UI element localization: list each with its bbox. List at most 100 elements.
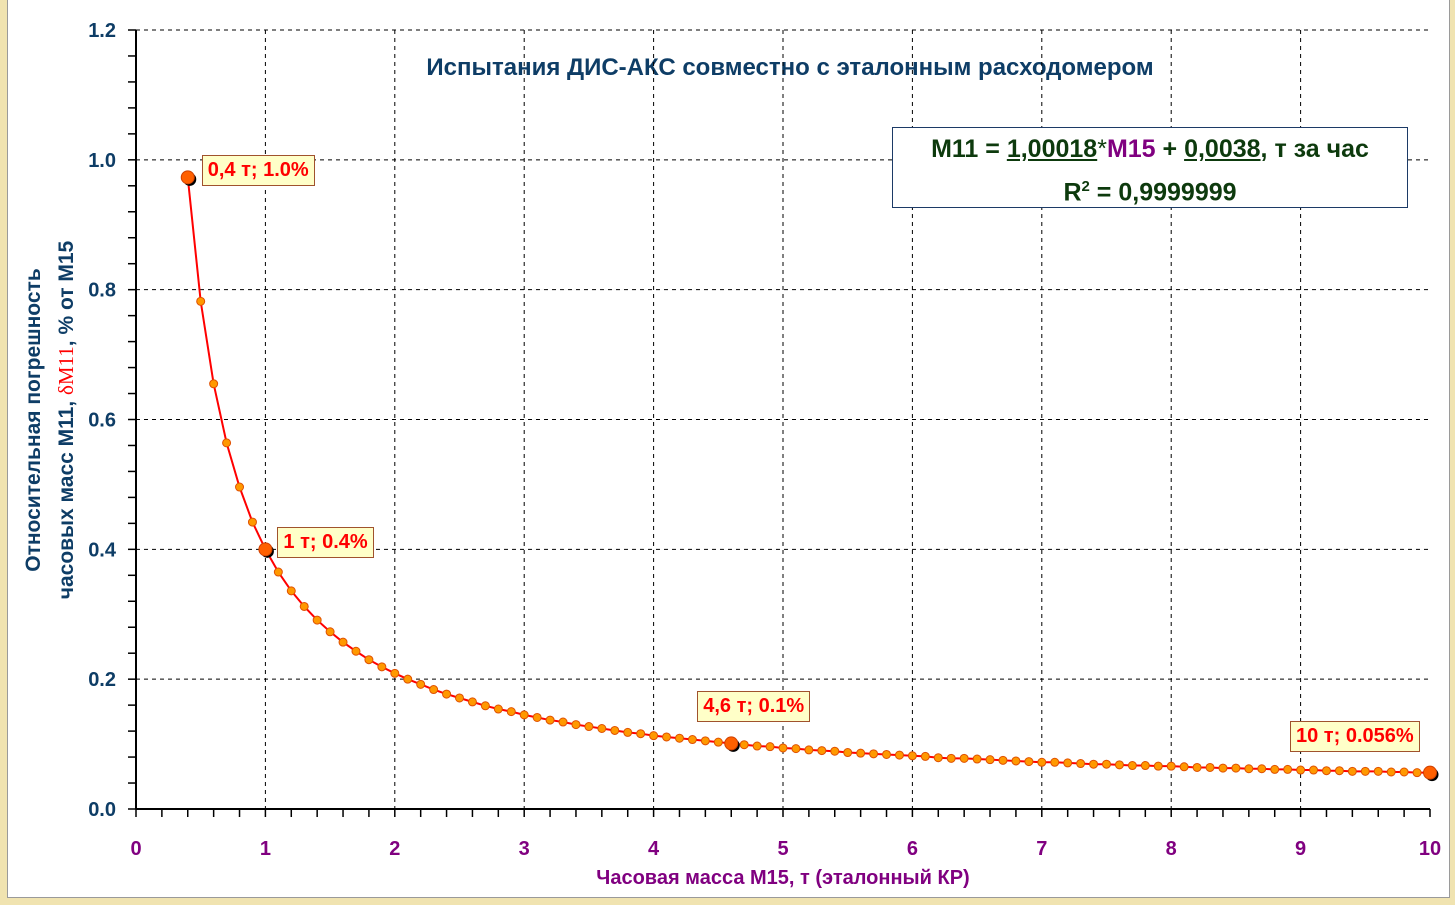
data-point	[882, 749, 892, 759]
data-point	[1334, 766, 1344, 776]
data-point	[946, 753, 956, 763]
data-point	[1024, 757, 1034, 767]
data-point	[1373, 766, 1383, 776]
data-point	[1218, 763, 1228, 773]
data-point	[739, 740, 749, 750]
data-point	[1153, 761, 1163, 771]
x-tick-label: 7	[1036, 838, 1047, 860]
point-annotation: 10 т; 0.056%	[1290, 720, 1420, 752]
data-point	[597, 724, 607, 734]
data-point	[1321, 766, 1331, 776]
data-point	[907, 751, 917, 761]
data-point	[856, 748, 866, 758]
data-point	[636, 729, 646, 739]
x-tick-label: 1	[260, 838, 271, 860]
data-point	[467, 697, 477, 707]
data-point	[196, 296, 206, 306]
data-point	[416, 679, 426, 689]
data-point	[778, 743, 788, 753]
data-point	[286, 586, 296, 596]
x-tick-label: 10	[1419, 838, 1441, 860]
data-point	[273, 567, 283, 577]
x-tick-label: 4	[648, 838, 660, 860]
data-point	[674, 733, 684, 743]
data-point	[713, 737, 723, 747]
y-axis-label: Относительная погрешность часовых масс М…	[22, 240, 78, 599]
data-point	[506, 707, 516, 717]
data-point	[623, 727, 633, 737]
data-point	[235, 482, 245, 492]
data-point	[1050, 757, 1060, 767]
data-point	[325, 627, 335, 637]
data-point	[351, 646, 361, 656]
y-tick-label: 1.2	[88, 20, 116, 42]
data-point	[1309, 765, 1319, 775]
data-point	[1102, 759, 1111, 769]
data-point	[894, 750, 904, 760]
x-tick-label: 3	[519, 838, 530, 860]
data-point	[1076, 759, 1086, 769]
data-point	[1270, 764, 1280, 774]
data-point	[752, 741, 762, 751]
y-tick-label: 0.0	[88, 799, 116, 821]
point-annotation: 4,6 т; 0.1%	[697, 691, 811, 723]
data-point	[1257, 764, 1267, 774]
data-point	[571, 720, 581, 730]
data-point	[791, 744, 801, 754]
data-point	[1347, 766, 1357, 776]
data-point	[1089, 759, 1099, 769]
data-point	[442, 689, 452, 699]
highlight-point	[724, 736, 739, 751]
data-point	[765, 742, 775, 752]
y-tick-label: 0.4	[88, 539, 117, 561]
point-annotation: 1 т; 0.4%	[277, 527, 374, 559]
y-axis-label-line1: Относительная погрешность	[22, 268, 45, 572]
data-point	[998, 755, 1008, 765]
r-squared-line: R2 = 0,9999999	[1063, 178, 1237, 207]
data-point	[532, 712, 542, 722]
data-point	[558, 717, 568, 727]
data-point	[933, 753, 943, 763]
y-tick-label: 0.2	[88, 669, 116, 691]
data-point	[1140, 761, 1150, 771]
y-tick-label: 0.8	[88, 280, 116, 302]
data-point	[985, 755, 995, 765]
data-point	[1063, 758, 1073, 768]
data-point	[972, 754, 982, 764]
data-point	[959, 753, 969, 763]
data-point	[312, 615, 322, 625]
data-point	[700, 736, 710, 746]
data-point	[364, 655, 374, 665]
data-point	[869, 749, 879, 759]
data-point	[455, 693, 464, 703]
data-point	[920, 751, 930, 761]
data-point	[209, 379, 219, 389]
data-point	[662, 732, 672, 742]
data-point	[1114, 760, 1124, 770]
data-point	[1283, 764, 1293, 774]
data-point	[480, 701, 490, 711]
x-tick-label: 9	[1295, 838, 1306, 860]
data-point	[1192, 762, 1202, 772]
data-point	[1011, 756, 1021, 766]
data-point	[1386, 767, 1396, 777]
data-point	[429, 685, 439, 695]
data-point	[299, 601, 309, 611]
x-tick-label: 6	[907, 838, 918, 860]
data-point	[804, 745, 814, 755]
x-tick-label: 2	[389, 838, 400, 860]
data-point	[519, 710, 529, 720]
data-point	[390, 668, 400, 678]
y-tick-label: 0.6	[88, 410, 116, 432]
data-point	[1127, 761, 1137, 771]
data-point	[1037, 757, 1047, 767]
x-axis-label: Часовая масса М15, т (эталонный КР)	[596, 867, 969, 889]
data-point	[247, 517, 257, 527]
y-tick-label: 1.0	[88, 150, 116, 172]
highlight-point	[258, 542, 273, 557]
x-tick-label: 8	[1166, 838, 1177, 860]
data-point	[830, 746, 840, 756]
data-point	[1166, 761, 1176, 771]
data-point	[222, 438, 232, 448]
